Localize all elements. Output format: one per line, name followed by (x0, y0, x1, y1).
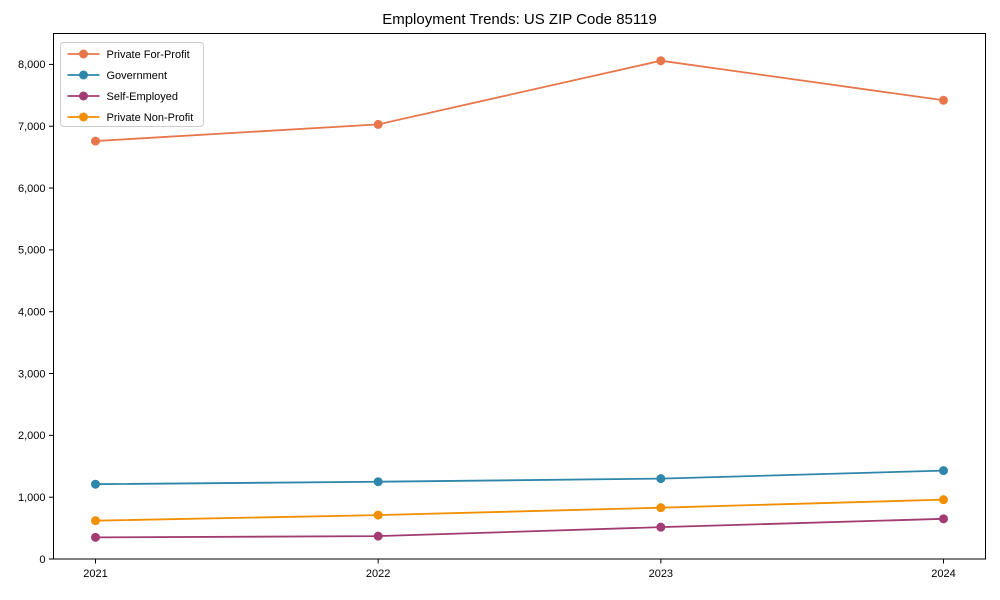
legend-label-self-employed: Self-Employed (107, 91, 179, 103)
series-point-private-non-profit (656, 503, 666, 513)
series-line-private-non-profit (95, 498, 944, 522)
y-tick-label: 3,000 (18, 368, 46, 380)
y-tick-label: 1,000 (18, 492, 46, 504)
series-point-government (656, 474, 666, 484)
y-tick-label: 2,000 (18, 430, 46, 442)
series-line-self-employed (95, 517, 944, 539)
y-tick-label: 5,000 (18, 245, 46, 257)
series-point-self-employed (91, 532, 100, 542)
series-point-government (939, 466, 948, 476)
series-point-self-employed (373, 531, 383, 541)
x-tick-label: 2024 (931, 568, 955, 580)
series-line-private-for-profit (95, 59, 944, 142)
series-point-self-employed (656, 522, 666, 532)
series-point-government (373, 477, 383, 487)
y-tick-label: 7,000 (18, 121, 46, 133)
x-tick-label: 2021 (83, 568, 107, 580)
series-point-private-non-profit (373, 510, 383, 520)
y-tick-label: 0 (39, 554, 45, 566)
series-point-self-employed (939, 514, 948, 524)
legend-marker-dot-private-non-profit (79, 112, 88, 122)
legend-label-private-for-profit: Private For-Profit (107, 49, 190, 61)
legend-label-private-non-profit: Private Non-Profit (107, 112, 194, 124)
series-point-private-for-profit (939, 95, 948, 105)
legend-label-government: Government (107, 70, 168, 82)
series-point-government (91, 479, 100, 489)
legend-marker-dot-private-for-profit (79, 49, 88, 59)
legend-marker-dot-government (79, 70, 88, 80)
y-tick-label: 4,000 (18, 307, 46, 319)
y-tick-label: 6,000 (18, 183, 46, 195)
series-point-private-for-profit (373, 119, 383, 129)
plot-frame (53, 33, 986, 560)
chart-title: Employment Trends: US ZIP Code 85119 (382, 11, 657, 28)
series-point-private-for-profit (656, 56, 666, 66)
series-point-private-non-profit (939, 495, 948, 505)
y-tick-label: 8,000 (18, 59, 46, 71)
series-point-private-non-profit (91, 516, 100, 526)
legend-box (60, 42, 204, 127)
x-tick-label: 2022 (366, 568, 390, 580)
series-line-government (95, 469, 944, 486)
x-tick-label: 2023 (649, 568, 673, 580)
legend-marker-dot-self-employed (79, 91, 88, 101)
series-point-private-for-profit (91, 136, 100, 146)
